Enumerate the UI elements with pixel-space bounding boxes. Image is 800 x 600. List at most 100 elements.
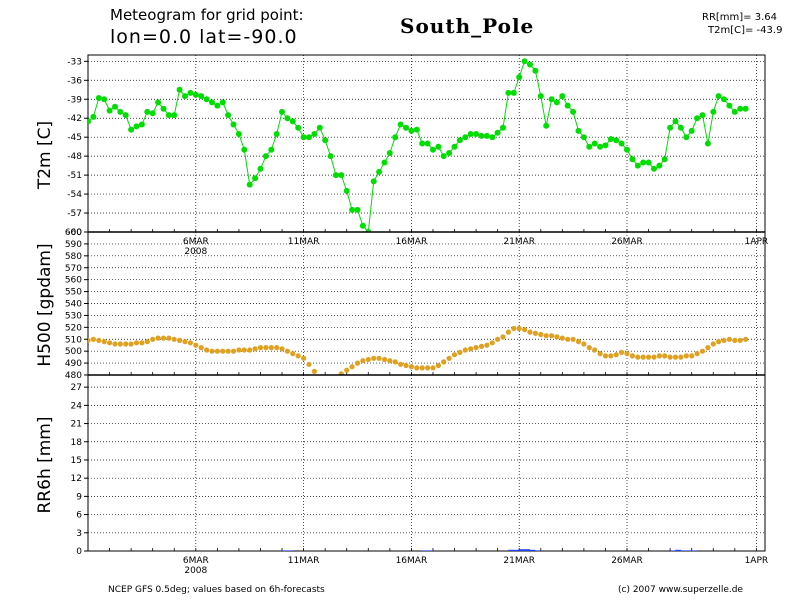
h500-ytick-label-4: 520: [65, 323, 82, 333]
t2m-point-44: [322, 137, 329, 144]
h500-point-114: [699, 348, 706, 354]
t2m-point-61: [413, 126, 420, 133]
t2m-point-112: [688, 127, 695, 134]
rr6h-bar-10: [670, 550, 676, 551]
t2m-point-13: [155, 99, 162, 106]
t2m-point-93: [586, 143, 593, 150]
t2m-point-30: [246, 181, 253, 188]
rr6h-ytick-label-7: 21: [71, 420, 82, 430]
chart-title-coordinates: lon=0.0 lat=-90.0: [110, 26, 298, 48]
h500-point-116: [710, 341, 716, 347]
h500-point-78: [505, 329, 511, 335]
h500-point-98: [613, 352, 619, 358]
h500-point-66: [441, 359, 447, 365]
h500-point-33: [263, 345, 269, 351]
h500-point-37: [284, 348, 290, 354]
station-name: South_Pole: [400, 14, 535, 38]
rr6h-xtick-label-5: 1APR: [745, 556, 769, 566]
t2m-ytick-label-0: -33: [67, 57, 82, 67]
t2m-point-55: [381, 159, 388, 166]
t2m-point-108: [667, 124, 674, 131]
t2m-point-122: [742, 105, 749, 112]
h500-point-0: [88, 337, 91, 343]
h500-point-76: [495, 336, 501, 342]
h500-point-29: [241, 347, 247, 353]
t2m-point-29: [241, 146, 248, 153]
t2m-point-64: [430, 146, 436, 153]
h500-point-84: [538, 331, 544, 338]
t2m-point-89: [564, 102, 571, 109]
t2m-point-28: [235, 131, 242, 137]
h500-point-16: [171, 336, 177, 342]
rr6h-ylabel: RR6h [mm]: [35, 416, 55, 513]
t2m-xtick-sublabel-0: 2008: [184, 247, 207, 257]
t2m-point-49: [349, 206, 356, 213]
h500-point-103: [640, 354, 646, 360]
h500-point-10: [139, 340, 145, 346]
h500-ylabel: H500 [gpdam]: [35, 243, 55, 366]
rr6h-bar-11: [675, 549, 681, 551]
t2m-point-73: [478, 132, 485, 139]
t2m-point-32: [257, 165, 264, 172]
h500-point-117: [716, 339, 722, 345]
rr6h-xtick-label-4: 26MAR: [611, 556, 643, 566]
t2m-point-18: [182, 93, 188, 100]
h500-point-115: [705, 345, 711, 351]
t2m-point-46: [332, 172, 339, 179]
h500-point-50: [354, 360, 361, 366]
h500-point-72: [473, 345, 479, 351]
h500-point-63: [425, 365, 431, 371]
t2m-point-58: [397, 121, 404, 128]
chart-title-line1: Meteogram for grid point:: [110, 6, 304, 24]
rr6h-frame: [87, 374, 766, 552]
t2m-point-57: [392, 134, 399, 141]
h500-point-9: [133, 340, 140, 346]
h500-point-24: [214, 348, 220, 354]
h500-point-96: [602, 353, 609, 359]
h500-point-71: [468, 346, 474, 352]
t2m-point-83: [532, 67, 539, 74]
h500-point-3: [101, 339, 107, 345]
h500-point-81: [522, 327, 528, 333]
h500-point-6: [117, 341, 123, 347]
t2m-point-62: [419, 140, 426, 147]
h500-point-51: [360, 358, 366, 364]
t2m-point-105: [651, 165, 657, 172]
h500-ytick-label-6: 540: [65, 300, 82, 310]
rr6h-bar-14: [691, 550, 698, 551]
t2m-ytick-label-1: -36: [67, 76, 82, 86]
rr6h-xtick-label-2: 16MAR: [396, 556, 428, 566]
t2m-point-3: [101, 96, 108, 103]
h500-point-122: [743, 336, 749, 342]
t2m-point-22: [203, 96, 210, 103]
h500-ytick-label-2: 500: [65, 347, 82, 357]
rr6h-bar-1: [287, 550, 293, 551]
h500-point-99: [619, 349, 625, 355]
t2m-point-36: [279, 108, 285, 115]
t2m-point-12: [149, 110, 156, 117]
t2m-point-111: [683, 134, 690, 141]
h500-ytick-label-0: 480: [65, 371, 82, 381]
h500-point-93: [586, 345, 592, 351]
rr6h-ytick-label-8: 24: [71, 401, 83, 411]
t2m-point-47: [338, 172, 345, 179]
t2m-point-114: [699, 112, 706, 119]
t2m-point-65: [435, 143, 442, 150]
footer-source: NCEP GFS 0.5deg; values based on 6h-fore…: [108, 585, 325, 595]
h500-point-39: [295, 353, 301, 359]
h500-point-47: [338, 371, 344, 375]
t2m-point-6: [117, 108, 124, 115]
h500-point-12: [150, 336, 156, 342]
t2m-point-23: [209, 99, 215, 106]
h500-point-58: [398, 361, 404, 367]
rr6h-ytick-label-0: 0: [76, 547, 82, 557]
t2m-point-37: [284, 115, 291, 122]
rr6h-ytick-label-5: 15: [71, 456, 82, 466]
stat-rr-total: RR[mm]= 3.64: [702, 12, 778, 23]
h500-point-11: [144, 339, 150, 345]
t2m-ytick-label-8: -57: [67, 209, 82, 219]
t2m-point-78: [505, 89, 512, 96]
rr6h-bar-4: [508, 549, 514, 551]
